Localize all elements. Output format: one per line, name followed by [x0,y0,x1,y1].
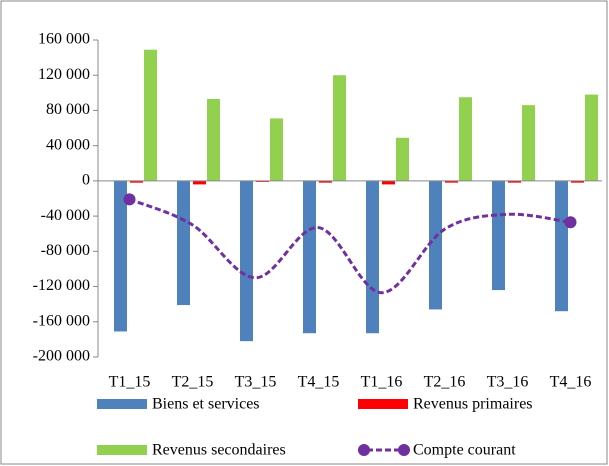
bar [177,180,190,306]
bar [270,118,283,181]
legend-marker [398,444,410,456]
legend-label: Revenus primaires [413,396,533,413]
y-tick-label: 40 000 [46,136,90,153]
bar [207,98,220,181]
bar [555,180,568,312]
bar [508,180,521,183]
bar [396,137,409,181]
bar [240,180,253,342]
x-tick-label: T3_16 [487,374,529,391]
x-tick-label: T2_16 [424,374,466,391]
bar [319,180,332,183]
x-tick-label: T4_15 [298,374,340,391]
legend-label: Biens et services [152,396,260,413]
bar [445,180,458,183]
y-tick-label: 80 000 [46,101,90,118]
y-tick-label: -200 000 [33,348,90,365]
bar [130,180,143,183]
x-tick-label: T1_15 [109,374,151,391]
y-tick-label: 120 000 [38,66,90,83]
y-tick-label: -160 000 [33,312,90,329]
y-tick-label: -120 000 [33,277,90,294]
y-tick-label: -80 000 [41,242,90,259]
bar [429,180,442,310]
bar [333,75,346,181]
y-tick-label: 160 000 [38,31,90,48]
legend-label: Revenus secondaires [152,442,286,459]
legend-marker [358,444,370,456]
x-tick-label: T4_16 [550,374,592,391]
legend-label: Compte courant [413,442,516,459]
x-tick-label: T3_15 [235,374,277,391]
bar [144,49,157,181]
bar [366,180,379,334]
bar [585,94,598,181]
legend-swatch [358,399,408,409]
bar [114,180,127,332]
bar [492,180,505,291]
y-tick-label: 0 [82,172,90,189]
line-marker [123,193,136,206]
legend-swatch [97,399,147,409]
bar [522,105,535,181]
line-marker [564,216,577,229]
bar [382,180,395,185]
y-tick-label: -40 000 [41,207,90,224]
bar [571,180,584,183]
bar [303,180,316,334]
bar [193,180,206,185]
legend-swatch [97,445,147,455]
bar [459,97,472,181]
x-tick-label: T1_16 [361,374,403,391]
line [128,197,571,295]
x-tick-label: T2_15 [172,374,214,391]
